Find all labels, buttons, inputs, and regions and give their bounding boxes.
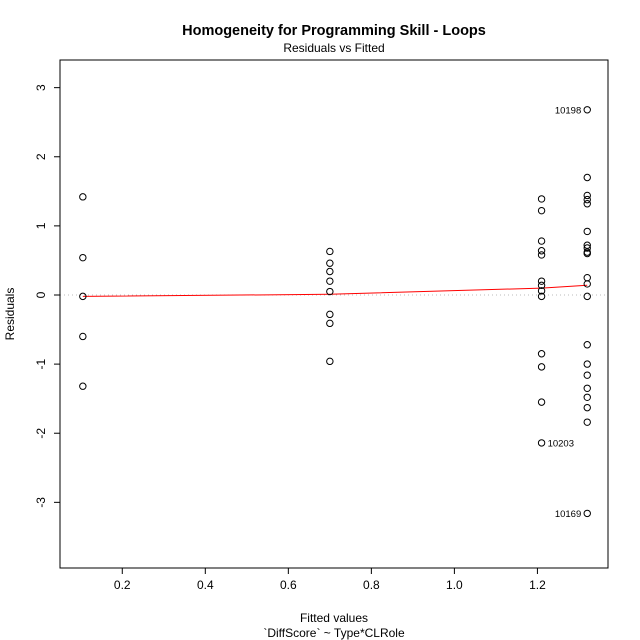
x-axis-label: Fitted values	[300, 611, 368, 625]
data-point	[537, 206, 546, 215]
data-point	[537, 363, 546, 371]
x-axis-model-label: `DiffScore` ~ Type*CLRole	[263, 626, 405, 640]
data-point	[583, 106, 591, 114]
data-point	[79, 292, 87, 301]
x-tick-label: 0.6	[280, 578, 297, 592]
x-axis: 0.2 0.4 0.6 0.8 1.0 1.2	[114, 567, 546, 592]
y-tick-label: 0	[34, 291, 48, 298]
chart-subtitle: Residuals vs Fitted	[283, 41, 384, 55]
chart-title: Homogeneity for Programming Skill - Loop…	[182, 23, 486, 39]
data-point	[537, 398, 546, 406]
outlier-label: 10198	[555, 105, 581, 116]
data-point	[537, 247, 546, 255]
data-point	[583, 195, 591, 204]
data-point	[79, 193, 87, 201]
data-point	[79, 382, 87, 390]
smoother-line	[82, 284, 588, 297]
x-tick-label: 1.0	[446, 578, 463, 592]
data-point	[583, 280, 591, 288]
data-point	[326, 277, 334, 285]
data-point	[583, 292, 591, 301]
points-group	[79, 106, 591, 518]
data-point	[583, 200, 591, 208]
data-point	[326, 267, 334, 276]
data-point	[583, 249, 591, 258]
data-point	[79, 332, 87, 341]
y-axis: -3 -2 -1 0 1 2 3	[34, 84, 61, 508]
data-point	[326, 259, 334, 267]
data-point	[583, 403, 591, 412]
y-axis-label: Residuals	[3, 288, 17, 341]
data-point	[537, 237, 546, 245]
data-point	[326, 357, 334, 366]
plot-frame	[59, 59, 609, 569]
data-point	[583, 274, 591, 282]
data-point	[326, 247, 334, 256]
data-point	[583, 509, 591, 518]
data-point	[583, 244, 591, 252]
x-tick-label: 1.2	[529, 578, 546, 592]
data-point	[583, 384, 591, 392]
data-point	[537, 350, 546, 358]
data-point	[326, 310, 334, 319]
data-point	[583, 227, 591, 236]
data-point	[537, 281, 546, 290]
y-tick-label: 2	[34, 153, 48, 160]
x-tick-label: 0.2	[114, 578, 131, 592]
data-point	[537, 287, 546, 295]
x-tick-label: 0.8	[363, 578, 380, 592]
x-tick-label: 0.4	[197, 578, 214, 592]
data-point	[79, 253, 87, 262]
smoother-group	[82, 284, 588, 297]
y-tick-label: -3	[34, 497, 48, 508]
data-point	[537, 439, 546, 447]
data-point	[583, 371, 591, 379]
data-point	[537, 292, 546, 301]
data-point	[583, 241, 591, 249]
annotations-group: 10198 10203 10169	[548, 105, 582, 520]
data-point	[583, 173, 591, 182]
data-point	[583, 418, 591, 426]
data-point	[326, 287, 334, 296]
y-tick-label: -2	[34, 428, 48, 439]
data-point	[583, 191, 591, 200]
data-point	[537, 251, 546, 259]
y-tick-label: 1	[34, 222, 48, 229]
outlier-label: 10203	[548, 438, 574, 449]
data-point	[537, 195, 546, 203]
data-point	[583, 393, 591, 401]
y-tick-label: -1	[34, 358, 48, 369]
data-point	[537, 277, 546, 285]
data-point	[326, 319, 334, 328]
y-tick-label: 3	[34, 84, 48, 91]
data-point	[583, 360, 591, 368]
outlier-label: 10169	[555, 509, 581, 520]
data-point	[583, 341, 591, 349]
